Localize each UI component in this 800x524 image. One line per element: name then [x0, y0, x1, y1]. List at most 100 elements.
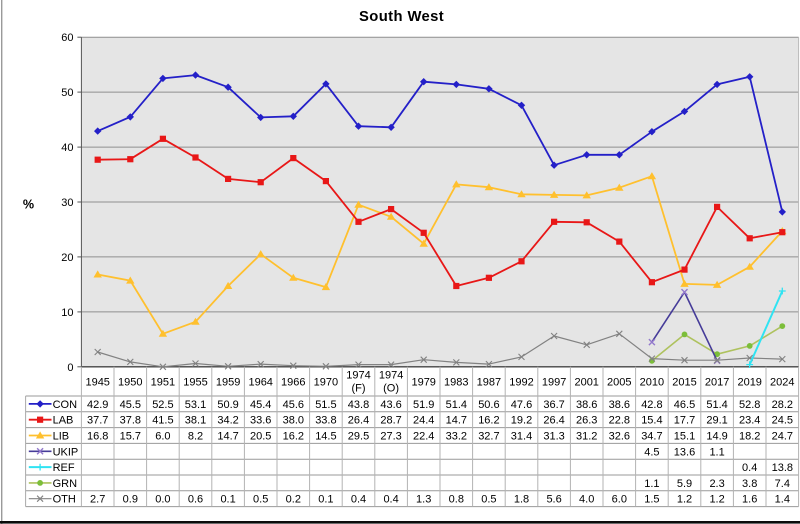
- svg-text:6.0: 6.0: [155, 431, 170, 443]
- svg-text:51.4: 51.4: [446, 399, 467, 411]
- svg-text:1.6: 1.6: [742, 494, 757, 506]
- svg-text:7.4: 7.4: [775, 478, 790, 490]
- svg-text:1964: 1964: [248, 376, 272, 388]
- svg-text:2.3: 2.3: [709, 478, 724, 490]
- svg-text:41.5: 41.5: [152, 415, 173, 427]
- svg-text:26.4: 26.4: [543, 415, 564, 427]
- svg-text:13.8: 13.8: [772, 462, 793, 474]
- svg-text:43.8: 43.8: [348, 399, 369, 411]
- svg-text:38.6: 38.6: [609, 399, 630, 411]
- svg-text:South West: South West: [359, 9, 444, 25]
- svg-text:0.0: 0.0: [155, 494, 170, 506]
- svg-text:24.5: 24.5: [772, 415, 793, 427]
- svg-text:38.6: 38.6: [576, 399, 597, 411]
- svg-text:26.4: 26.4: [348, 415, 369, 427]
- svg-text:2010: 2010: [640, 376, 664, 388]
- svg-text:2.7: 2.7: [90, 494, 105, 506]
- svg-text:1997: 1997: [542, 376, 566, 388]
- svg-text:15.4: 15.4: [641, 415, 662, 427]
- svg-text:45.4: 45.4: [250, 399, 271, 411]
- svg-text:37.8: 37.8: [120, 415, 141, 427]
- svg-text:24.7: 24.7: [772, 431, 793, 443]
- svg-text:32.6: 32.6: [609, 431, 630, 443]
- svg-text:0.6: 0.6: [188, 494, 203, 506]
- svg-text:0: 0: [67, 362, 73, 374]
- svg-text:14.7: 14.7: [446, 415, 467, 427]
- svg-text:2015: 2015: [672, 376, 696, 388]
- svg-text:14.9: 14.9: [706, 431, 727, 443]
- svg-text:0.4: 0.4: [383, 494, 398, 506]
- svg-text:5.9: 5.9: [677, 478, 692, 490]
- svg-text:45.5: 45.5: [120, 399, 141, 411]
- svg-text:22.8: 22.8: [609, 415, 630, 427]
- svg-text:0.4: 0.4: [351, 494, 366, 506]
- svg-text:17.7: 17.7: [674, 415, 695, 427]
- svg-text:0.2: 0.2: [286, 494, 301, 506]
- svg-text:42.9: 42.9: [87, 399, 108, 411]
- svg-text:1.2: 1.2: [709, 494, 724, 506]
- svg-text:6.0: 6.0: [612, 494, 627, 506]
- svg-text:%: %: [23, 197, 34, 211]
- svg-text:52.5: 52.5: [152, 399, 173, 411]
- svg-text:51.4: 51.4: [706, 399, 727, 411]
- svg-text:31.4: 31.4: [511, 431, 532, 443]
- svg-text:27.3: 27.3: [380, 431, 401, 443]
- svg-text:38.1: 38.1: [185, 415, 206, 427]
- svg-text:3.8: 3.8: [742, 478, 757, 490]
- svg-text:37.7: 37.7: [87, 415, 108, 427]
- svg-text:46.5: 46.5: [674, 399, 695, 411]
- svg-text:1970: 1970: [314, 376, 338, 388]
- svg-text:(O): (O): [383, 383, 399, 395]
- svg-text:OTH: OTH: [53, 494, 76, 506]
- svg-text:43.6: 43.6: [380, 399, 401, 411]
- svg-text:5.6: 5.6: [546, 494, 561, 506]
- svg-text:2001: 2001: [574, 376, 598, 388]
- svg-text:0.4: 0.4: [742, 462, 757, 474]
- svg-text:50: 50: [61, 87, 73, 99]
- svg-text:1983: 1983: [444, 376, 468, 388]
- svg-text:42.8: 42.8: [641, 399, 662, 411]
- svg-text:20.5: 20.5: [250, 431, 271, 443]
- svg-text:29.5: 29.5: [348, 431, 369, 443]
- svg-text:50.6: 50.6: [478, 399, 499, 411]
- svg-text:2005: 2005: [607, 376, 631, 388]
- svg-text:19.2: 19.2: [511, 415, 532, 427]
- svg-text:2019: 2019: [737, 376, 761, 388]
- svg-text:14.5: 14.5: [315, 431, 336, 443]
- svg-text:LIB: LIB: [53, 431, 70, 443]
- svg-text:24.4: 24.4: [413, 415, 434, 427]
- svg-text:1974: 1974: [346, 370, 370, 382]
- svg-text:33.2: 33.2: [446, 431, 467, 443]
- svg-text:1959: 1959: [216, 376, 240, 388]
- svg-text:40: 40: [61, 142, 73, 154]
- svg-text:CON: CON: [53, 399, 78, 411]
- svg-text:26.3: 26.3: [576, 415, 597, 427]
- svg-text:0.1: 0.1: [318, 494, 333, 506]
- svg-text:31.2: 31.2: [576, 431, 597, 443]
- svg-text:4.5: 4.5: [644, 446, 659, 458]
- svg-text:1945: 1945: [85, 376, 109, 388]
- svg-text:1950: 1950: [118, 376, 142, 388]
- svg-text:1951: 1951: [151, 376, 175, 388]
- svg-text:0.1: 0.1: [220, 494, 235, 506]
- svg-text:1.8: 1.8: [514, 494, 529, 506]
- svg-text:15.1: 15.1: [674, 431, 695, 443]
- svg-text:33.8: 33.8: [315, 415, 336, 427]
- svg-text:1.5: 1.5: [644, 494, 659, 506]
- svg-text:0.8: 0.8: [449, 494, 464, 506]
- svg-text:16.8: 16.8: [87, 431, 108, 443]
- svg-text:1.4: 1.4: [775, 494, 790, 506]
- svg-text:22.4: 22.4: [413, 431, 434, 443]
- svg-text:14.7: 14.7: [217, 431, 238, 443]
- svg-text:GRN: GRN: [53, 478, 78, 490]
- svg-text:52.8: 52.8: [739, 399, 760, 411]
- svg-text:18.2: 18.2: [739, 431, 760, 443]
- svg-text:20: 20: [61, 252, 73, 264]
- svg-text:16.2: 16.2: [478, 415, 499, 427]
- svg-text:23.4: 23.4: [739, 415, 760, 427]
- svg-text:4.0: 4.0: [579, 494, 594, 506]
- svg-text:16.2: 16.2: [283, 431, 304, 443]
- svg-text:LAB: LAB: [53, 415, 74, 427]
- svg-text:2024: 2024: [770, 376, 794, 388]
- svg-text:UKIP: UKIP: [53, 446, 79, 458]
